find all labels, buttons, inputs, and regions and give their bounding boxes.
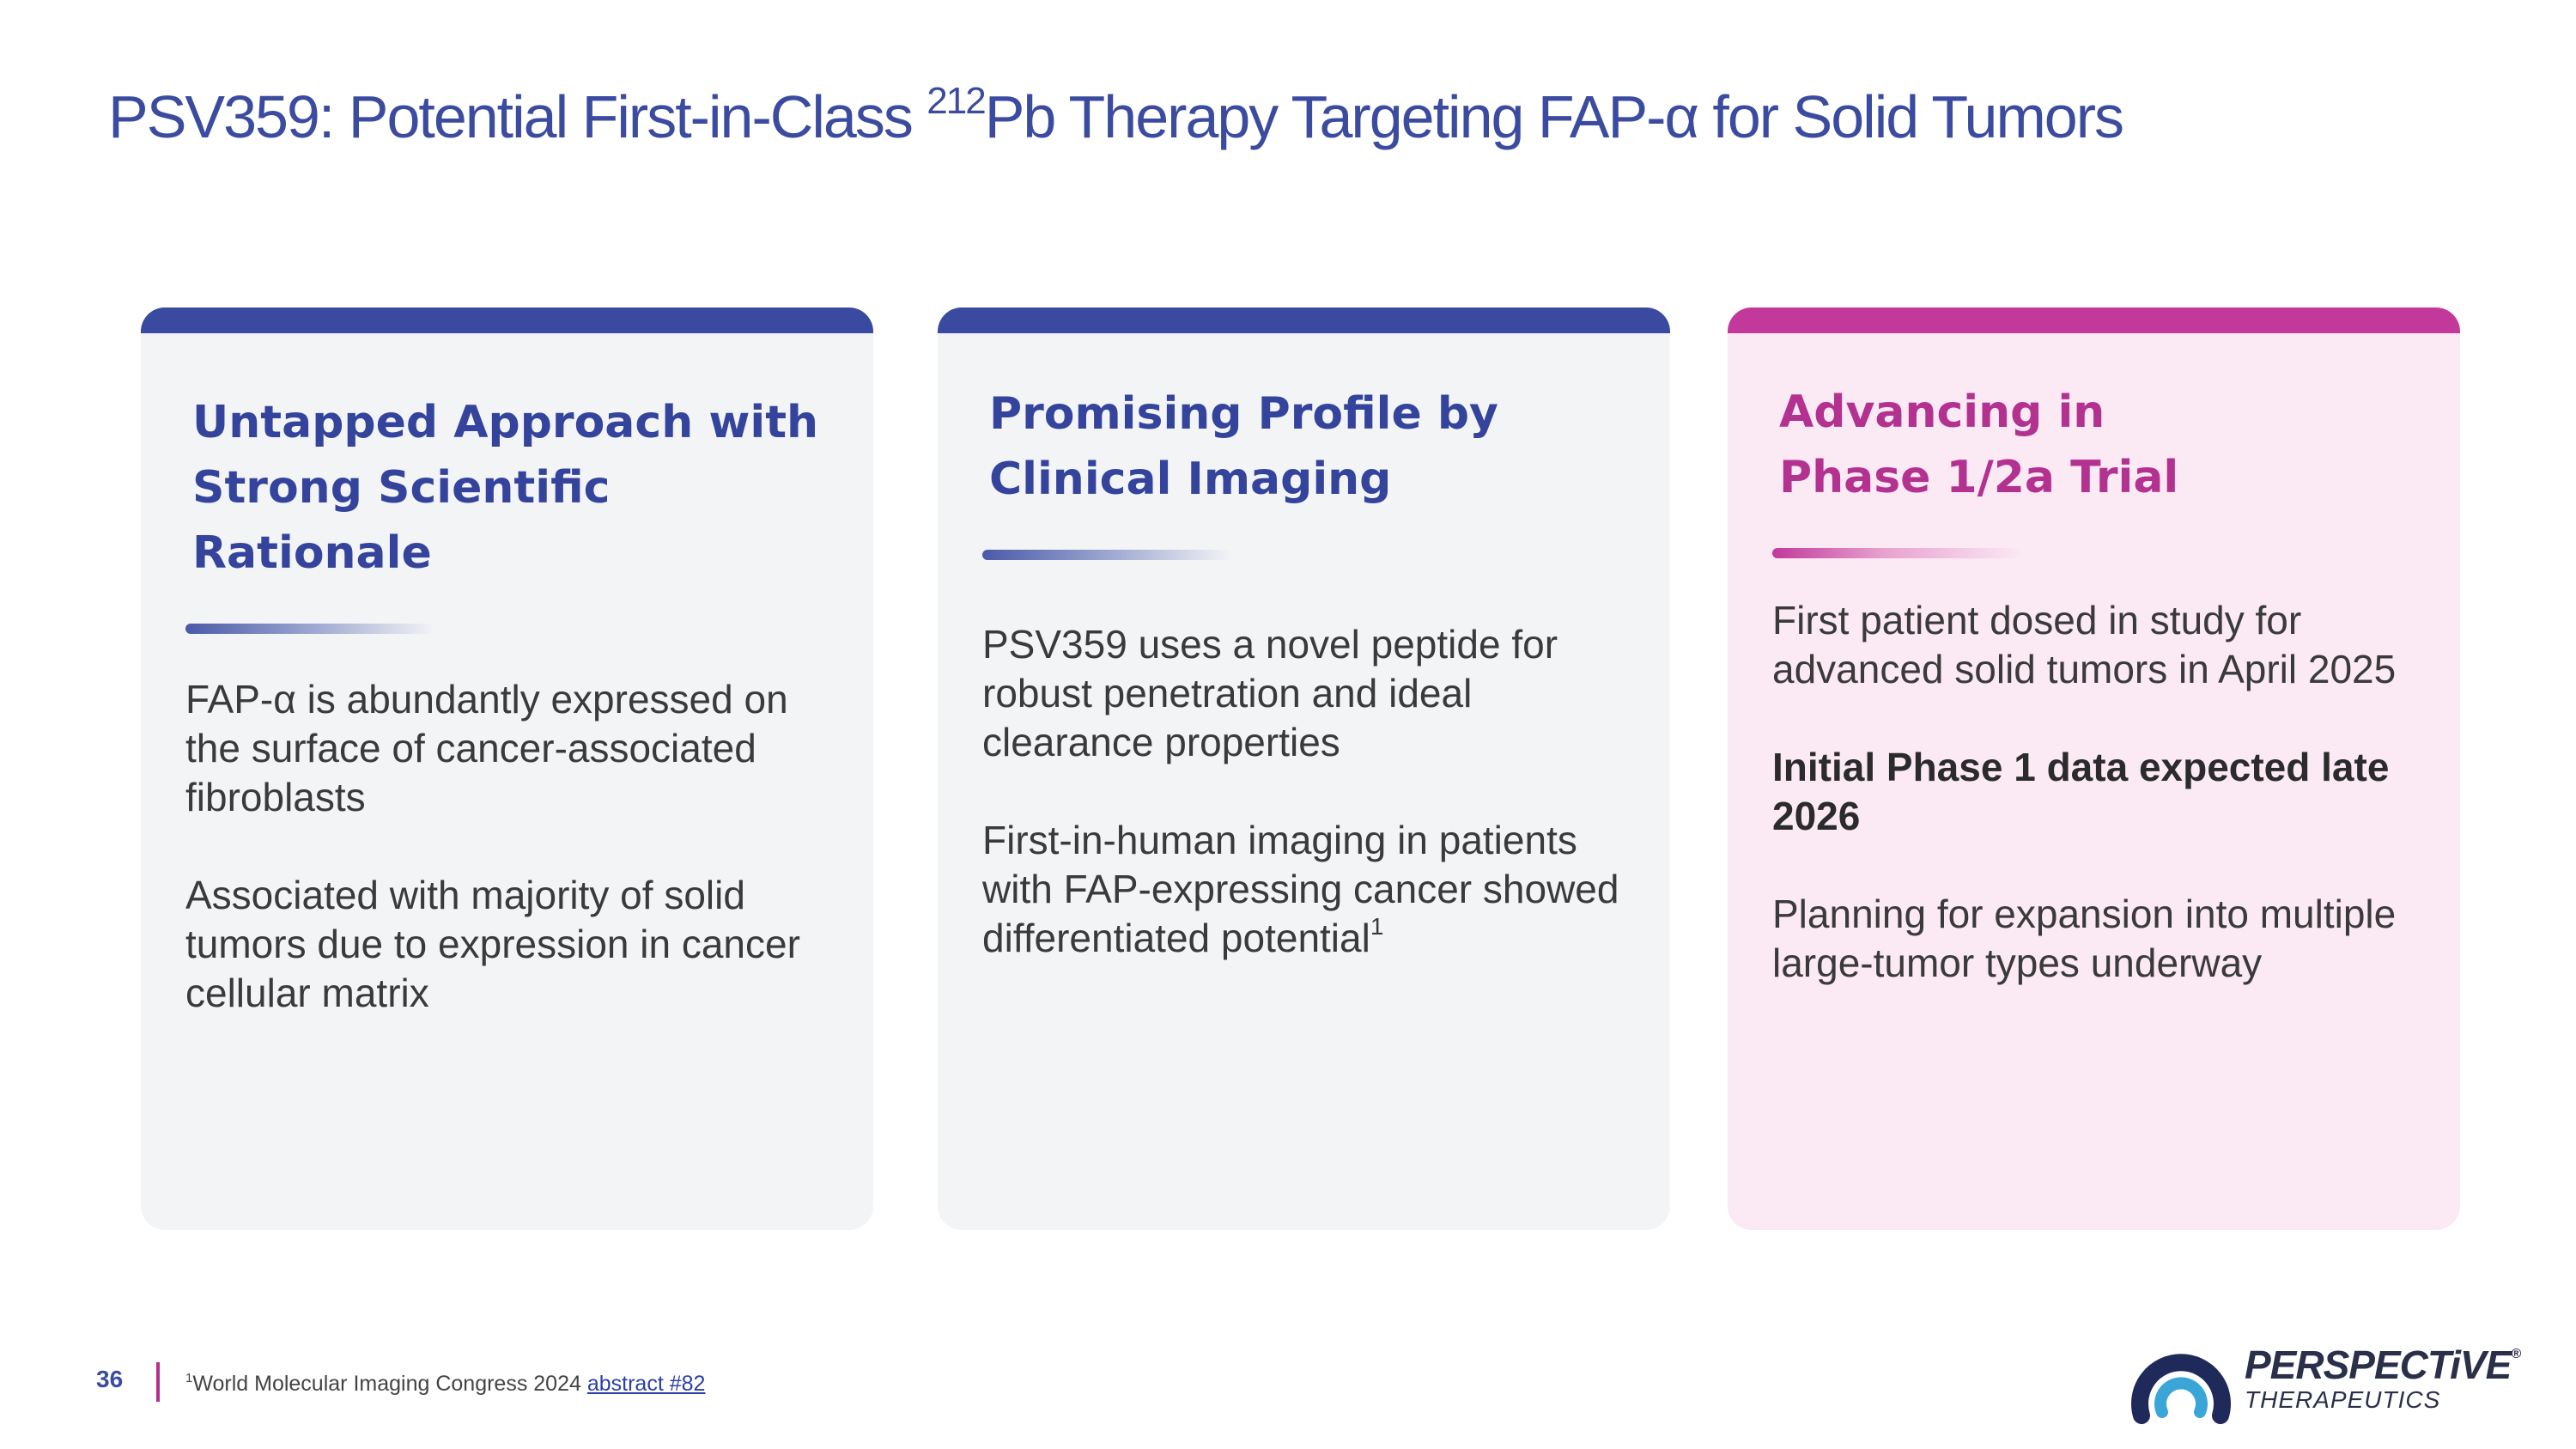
card-paragraph: First patient dosed in study for advance… — [1772, 596, 2410, 694]
heading-line: Advancing in — [1779, 387, 2105, 438]
heading-line: Clinical Imaging — [989, 454, 1392, 505]
card-bar — [938, 307, 1670, 333]
footnote: 1World Molecular Imaging Congress 2024 a… — [185, 1372, 705, 1397]
title-superscript: 212 — [927, 80, 986, 122]
footnote-mark: 1 — [185, 1371, 193, 1385]
card: Advancing in Phase 1/2a Trial First patie… — [1728, 307, 2460, 1230]
card-paragraph: Associated with majority of solid tumors… — [185, 871, 823, 1018]
accent-rule — [1772, 548, 2021, 558]
card-paragraph: First-in-human imaging in patients with … — [982, 816, 1620, 963]
card-bar — [1728, 307, 2460, 333]
logo-text: PERSPECTiVE — [2245, 1342, 2512, 1387]
heading-line: Promising Profile by — [989, 388, 1498, 440]
heading-line: Strong Scientific Rationale — [192, 462, 611, 579]
footnote-ref: 1 — [1370, 913, 1384, 940]
card-paragraph: PSV359 uses a novel peptide for robust p… — [982, 620, 1620, 767]
paragraph-text: First-in-human imaging in patients with … — [982, 818, 1619, 960]
page-number: 36 — [96, 1366, 124, 1392]
card: Promising Profile by Clinical Imaging PSV… — [938, 307, 1670, 1230]
title-text: PSV359: Potential First-in-Class — [108, 83, 927, 150]
card-heading: Untapped Approach with Strong Scientific … — [192, 390, 823, 586]
paragraph-text: Associated with majority of solid tumors… — [185, 873, 800, 1015]
footer-divider — [156, 1362, 160, 1402]
logo-name: PERSPECTiVE® — [2245, 1342, 2521, 1388]
title-text: Pb Therapy Targeting FAP-α for Solid Tum… — [984, 83, 2124, 150]
accent-rule — [982, 550, 1231, 560]
footnote-text: World Molecular Imaging Congress 2024 — [192, 1372, 587, 1396]
logo-icon — [2131, 1354, 2231, 1424]
paragraph-text: PSV359 uses a novel peptide for robust p… — [982, 622, 1558, 764]
card-paragraph: Planning for expansion into multiple lar… — [1772, 890, 2410, 988]
card-bar — [141, 307, 873, 333]
paragraph-text: Initial Phase 1 data expected late 2026 — [1772, 745, 2390, 838]
slide-title: PSV359: Potential First-in-Class 212Pb T… — [108, 80, 2124, 151]
logo-subtitle: THERAPEUTICS — [2245, 1386, 2441, 1413]
card-heading: Advancing in Phase 1/2a Trial — [1779, 380, 2410, 510]
paragraph-text: FAP-α is abundantly expressed on the sur… — [185, 677, 788, 819]
footnote-link[interactable]: abstract #82 — [586, 1372, 706, 1396]
logo-registered: ® — [2511, 1347, 2521, 1361]
card-paragraph: Initial Phase 1 data expected late 2026 — [1772, 743, 2410, 841]
logo: PERSPECTiVE® THERAPEUTICS — [2129, 1333, 2533, 1428]
paragraph-text: First patient dosed in study for advance… — [1772, 598, 2397, 691]
card-heading: Promising Profile by Clinical Imaging — [989, 381, 1620, 512]
heading-line: Phase 1/2a Trial — [1779, 452, 2179, 503]
paragraph-text: Planning for expansion into multiple lar… — [1772, 892, 2397, 985]
card: Untapped Approach with Strong Scientific … — [141, 307, 873, 1230]
accent-rule — [185, 624, 434, 634]
heading-line: Untapped Approach with — [192, 397, 819, 448]
card-paragraph: FAP-α is abundantly expressed on the sur… — [185, 675, 823, 822]
